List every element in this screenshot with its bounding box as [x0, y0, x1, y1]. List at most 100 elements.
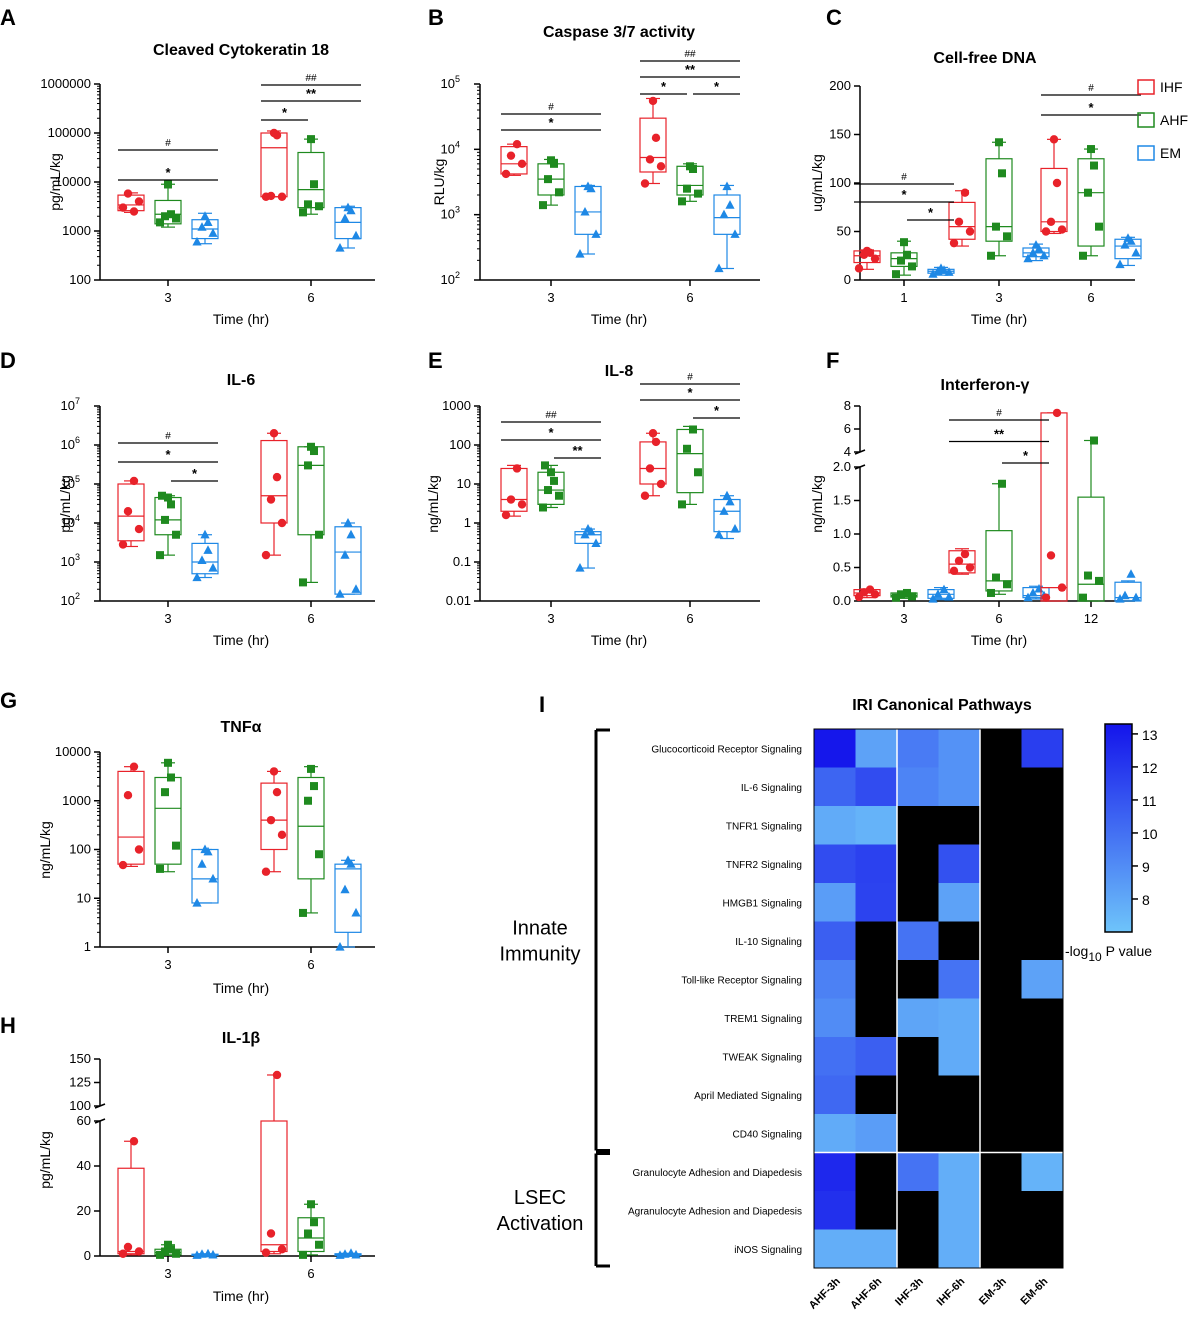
- data-point: [645, 155, 655, 164]
- data-point: [299, 1250, 307, 1259]
- data-point: [161, 212, 169, 221]
- data-point: [200, 529, 210, 539]
- y-tick-label: 104: [61, 513, 80, 530]
- heatmap-cell: [1021, 1114, 1064, 1153]
- legend-swatch: [1137, 79, 1155, 95]
- box-ahf-3: [537, 156, 565, 210]
- heatmap-cell: [980, 883, 1022, 922]
- y-tick-label: 104: [441, 139, 460, 156]
- y-axis-label: pg/mL/kg: [47, 153, 63, 211]
- box: [297, 1217, 325, 1253]
- box-em-3: [574, 524, 602, 572]
- significance-bar: #: [118, 431, 218, 444]
- box-ahf-6: [297, 1200, 325, 1259]
- significance-bar: *: [261, 105, 308, 121]
- colorbar-title: -log10 P value: [1065, 943, 1152, 964]
- y-tick-label: 1000000: [40, 76, 91, 91]
- data-point: [208, 228, 218, 237]
- heatmap-cell: [980, 1191, 1022, 1230]
- x-tick-label: 3: [164, 957, 171, 972]
- heatmap-cell: [1021, 960, 1064, 999]
- panel-a: A Cleaved Cytokeratin 18 100 1000 10000 10000…: [0, 5, 375, 327]
- data-point: [200, 211, 210, 220]
- data-point: [517, 500, 527, 509]
- heatmap-cell: [814, 1191, 856, 1230]
- data-point: [197, 555, 207, 564]
- significance-bar: *: [854, 187, 954, 203]
- significance-label: ##: [684, 49, 696, 60]
- data-point: [865, 585, 875, 594]
- box: [639, 117, 667, 173]
- heatmap-row-label: April Mediated Signaling: [694, 1091, 802, 1102]
- significance-bar: #: [1041, 83, 1141, 96]
- heatmap-cell: [1021, 729, 1064, 768]
- data-point: [683, 184, 691, 193]
- data-point: [266, 1229, 276, 1238]
- data-point: [261, 1248, 271, 1257]
- y-tick-label: 20: [77, 1203, 91, 1218]
- data-point: [1034, 583, 1044, 593]
- heatmap-row-label: TNFR2 Signaling: [726, 860, 802, 871]
- heatmap-cell: [1021, 844, 1064, 884]
- data-point: [903, 250, 911, 259]
- heatmap-cell: [814, 806, 856, 845]
- data-point: [129, 207, 139, 216]
- box-em-6: [1114, 233, 1142, 269]
- data-point: [648, 96, 658, 106]
- data-point: [340, 884, 350, 894]
- panel-f: F Interferon-γ 0.0 0.5 1.0 1.5 2.04 6 8 ng/mL/kg 3…: [809, 348, 1142, 648]
- data-point: [1052, 178, 1062, 188]
- data-point: [307, 135, 315, 144]
- significance-bar: *: [640, 79, 687, 95]
- data-point: [656, 162, 666, 171]
- data-point: [512, 139, 522, 149]
- y-tick-label: 105: [61, 474, 80, 491]
- heatmap-cell: [980, 921, 1022, 961]
- legend-swatch: [1137, 145, 1155, 161]
- data-point: [512, 464, 522, 473]
- box-ahf-6: [985, 479, 1013, 597]
- significance-label: *: [687, 385, 693, 400]
- data-point: [683, 444, 691, 453]
- data-point: [192, 897, 202, 907]
- box-ahf-3: [537, 461, 565, 512]
- data-point: [714, 529, 724, 539]
- heatmap-cell: [938, 883, 981, 922]
- heatmap-cell: [897, 1229, 939, 1269]
- heatmap-row-label: IL-10 Signaling: [735, 937, 802, 948]
- data-point: [164, 493, 172, 502]
- data-point: [172, 841, 180, 850]
- panel-c: C Cell-free DNA 0 50 100 150 200 ug/mL/kg 1 3 6 Tim…: [809, 5, 1142, 327]
- heatmap-cell: [980, 960, 1022, 999]
- y-tick-label: 1000: [62, 223, 91, 238]
- data-point: [310, 1218, 318, 1227]
- data-point: [315, 202, 323, 211]
- data-point: [900, 238, 908, 247]
- y-tick-label: 10: [457, 476, 471, 491]
- panel-label: G: [0, 688, 17, 713]
- data-point: [686, 162, 694, 171]
- box-ihf-6: [639, 96, 667, 188]
- y-tick-label: 0.5: [833, 560, 851, 575]
- significance-label: #: [687, 372, 693, 383]
- significance-bar: **: [949, 427, 1049, 443]
- data-point: [960, 188, 970, 197]
- data-point: [960, 549, 970, 559]
- data-point: [892, 593, 900, 602]
- data-point: [725, 200, 735, 209]
- colorbar-tick-label: 8: [1142, 892, 1150, 908]
- heatmap-cell: [814, 1037, 856, 1076]
- data-point: [965, 563, 975, 572]
- data-point: [129, 476, 139, 486]
- data-point: [167, 773, 175, 782]
- box-ahf-3: [154, 1240, 182, 1259]
- data-point: [897, 256, 905, 265]
- data-point: [1039, 250, 1049, 260]
- heatmap-column-label: AHF-6h: [848, 1275, 884, 1311]
- heatmap-cell: [938, 1152, 981, 1192]
- y-tick-label: 1.0: [833, 526, 851, 541]
- data-point: [903, 588, 911, 597]
- data-point: [648, 429, 658, 438]
- box-ahf-12: [1077, 436, 1105, 602]
